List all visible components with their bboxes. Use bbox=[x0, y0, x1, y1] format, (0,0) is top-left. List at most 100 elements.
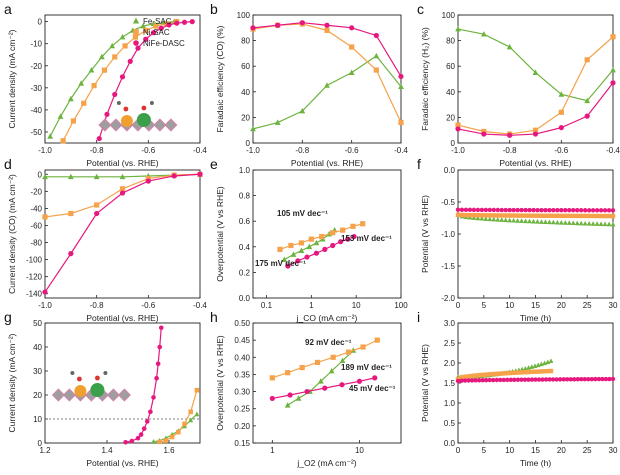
data-point bbox=[163, 21, 170, 27]
legend-label: Ni-SAC bbox=[143, 28, 170, 37]
x-tick-label: 25 bbox=[583, 301, 592, 310]
data-point bbox=[589, 376, 595, 382]
data-point bbox=[515, 218, 521, 223]
x-tick-label: -0.8 bbox=[90, 301, 104, 310]
data-point bbox=[349, 25, 355, 31]
legend-item: NiFe-DASC bbox=[133, 39, 185, 48]
data-point bbox=[603, 376, 609, 382]
y-axis-label: Current density (mA cm⁻²) bbox=[7, 333, 17, 432]
x-tick-label: 1.6 bbox=[163, 446, 175, 455]
data-point bbox=[462, 378, 468, 383]
data-point bbox=[543, 207, 548, 213]
data-point bbox=[600, 376, 605, 382]
data-point bbox=[475, 373, 480, 378]
data-point bbox=[574, 220, 580, 226]
plot-frame bbox=[252, 322, 402, 444]
data-point bbox=[571, 213, 576, 219]
data-point bbox=[269, 395, 275, 402]
x-tick-label: 20 bbox=[557, 301, 566, 310]
data-point bbox=[129, 438, 135, 444]
data-point bbox=[287, 392, 293, 398]
x-tick-label: -0.6 bbox=[141, 301, 155, 310]
data-point bbox=[478, 372, 483, 378]
y-tick-label: 1.0 bbox=[444, 399, 456, 408]
plot-frame bbox=[44, 169, 201, 299]
data-point bbox=[550, 377, 556, 382]
data-point bbox=[459, 375, 464, 380]
plot-frame bbox=[44, 322, 201, 444]
data-point bbox=[586, 208, 592, 213]
data-point bbox=[479, 213, 485, 218]
data-point bbox=[568, 377, 573, 382]
x-tick-label: -0.4 bbox=[193, 146, 207, 155]
data-point bbox=[499, 207, 504, 213]
data-point bbox=[169, 434, 175, 440]
data-point bbox=[531, 213, 536, 218]
panel-h: 1 10 0.15 0.20 0.25 0.30 0.35 0.40 0.45 0.50 j_O2 … bbox=[210, 309, 402, 468]
data-point bbox=[606, 221, 612, 227]
data-point bbox=[548, 368, 554, 374]
data-point bbox=[471, 215, 477, 220]
data-point bbox=[398, 119, 404, 126]
data-point bbox=[579, 208, 584, 213]
data-point bbox=[345, 236, 351, 242]
data-point bbox=[491, 377, 496, 383]
x-axis-label: Potential (vs. RHE) bbox=[86, 313, 158, 323]
data-point bbox=[373, 32, 379, 39]
data-point bbox=[487, 207, 492, 213]
x-axis-label: Potential (vs. RHE) bbox=[86, 158, 158, 168]
data-point bbox=[158, 25, 164, 31]
data-point bbox=[141, 426, 147, 431]
data-point bbox=[298, 247, 305, 253]
series-NiFe-DASC bbox=[250, 20, 404, 80]
y-axis-label: Current density (mA cm⁻²) bbox=[7, 29, 17, 128]
data-point bbox=[150, 439, 157, 444]
panel-label: h bbox=[210, 309, 218, 325]
data-point bbox=[582, 213, 588, 219]
data-point bbox=[529, 369, 534, 375]
data-point bbox=[532, 369, 538, 374]
data-point bbox=[607, 376, 612, 382]
x-axis-label: Potential (vs. RHE) bbox=[499, 158, 571, 168]
data-point bbox=[269, 375, 275, 381]
data-point bbox=[529, 377, 535, 382]
data-point bbox=[360, 221, 366, 227]
y-tick-label: 0.30 bbox=[234, 388, 250, 397]
data-point bbox=[295, 395, 302, 401]
data-point bbox=[550, 219, 556, 225]
series-NiFe-DASC bbox=[455, 376, 616, 384]
data-point bbox=[70, 118, 77, 124]
y-tick-label: 0 bbox=[451, 139, 456, 148]
panel-a: -1.0 -0.8 -0.6 -0.4 0 -10 -20 -30 -40 -50 Potentia… bbox=[4, 1, 207, 168]
y-tick-label: 3.0 bbox=[444, 319, 456, 328]
y-tick-label: -20 bbox=[30, 187, 42, 196]
data-point bbox=[483, 216, 489, 221]
data-point bbox=[527, 213, 532, 218]
data-point bbox=[572, 377, 577, 382]
data-point bbox=[584, 113, 590, 119]
y-tick-label: 0.25 bbox=[234, 405, 250, 414]
x-tick-label: -0.8 bbox=[90, 146, 104, 155]
data-point bbox=[586, 213, 592, 219]
data-point bbox=[586, 220, 592, 226]
data-point bbox=[112, 91, 118, 98]
data-point bbox=[189, 19, 195, 25]
data-point bbox=[94, 202, 100, 208]
data-point bbox=[602, 213, 608, 219]
data-point bbox=[480, 378, 485, 383]
y-tick-label: 1.5 bbox=[444, 379, 456, 388]
data-point bbox=[610, 208, 616, 213]
data-point bbox=[505, 377, 510, 383]
y-tick-label: -60 bbox=[30, 221, 42, 230]
y-tick-label: 40 bbox=[446, 88, 455, 97]
data-point bbox=[535, 369, 541, 374]
data-point bbox=[551, 207, 556, 213]
data-point bbox=[328, 367, 335, 374]
data-point bbox=[281, 256, 288, 262]
data-point bbox=[596, 376, 602, 382]
data-point bbox=[511, 213, 516, 218]
data-point bbox=[476, 378, 482, 383]
data-point bbox=[67, 95, 74, 102]
slope-annotation: 153 mV dec⁻¹ bbox=[341, 234, 392, 243]
data-point bbox=[104, 111, 110, 117]
